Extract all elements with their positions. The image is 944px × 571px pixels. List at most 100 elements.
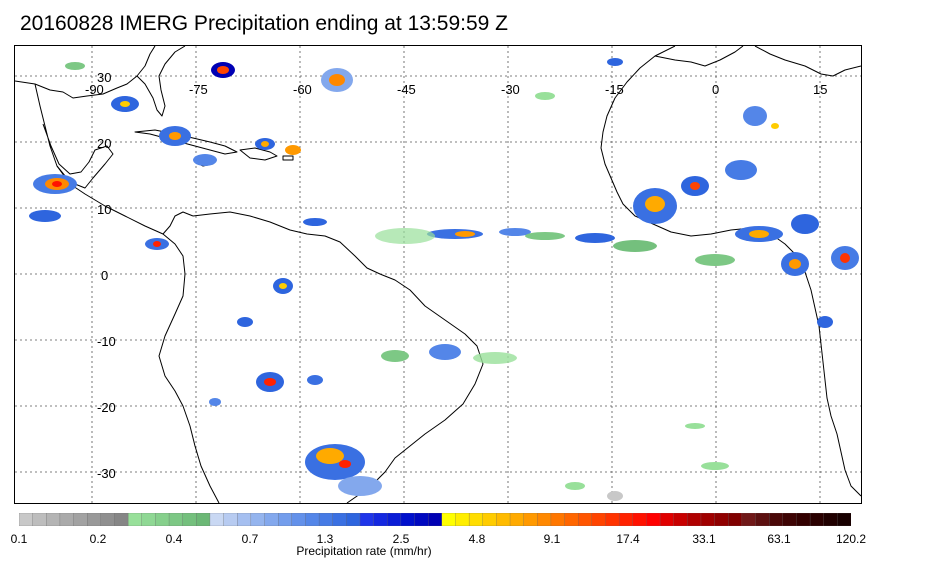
colorbar-segment — [550, 513, 566, 526]
colorbar-segment — [728, 513, 743, 526]
colorbar-title: Precipitation rate (mm/hr) — [296, 544, 432, 558]
colorbar-segment — [578, 513, 593, 526]
colorbar-segment — [769, 513, 784, 526]
colorbar-segment — [237, 513, 252, 526]
colorbar-segment — [46, 513, 61, 526]
colorbar-segment — [223, 513, 238, 526]
colorbar-segment — [632, 513, 647, 526]
graticule — [15, 46, 861, 503]
colorbar-segment — [837, 513, 851, 526]
coast-central-america — [56, 165, 194, 235]
colorbar-segment — [714, 513, 729, 526]
colorbar-tick-label: 4.8 — [468, 532, 486, 546]
colorbar-tick-label: 9.1 — [543, 532, 561, 546]
lon-label: -60 — [293, 82, 312, 97]
colorbar-segment — [359, 513, 375, 526]
colorbar-segment — [509, 513, 525, 526]
colorbar-segment — [141, 513, 156, 526]
colorbar-segment — [182, 513, 197, 526]
colorbar-segment — [414, 513, 429, 526]
colorbar-segment — [564, 513, 579, 526]
colorbar-segment — [523, 513, 538, 526]
colorbar-segment — [73, 513, 88, 526]
colorbar-segment — [250, 513, 265, 526]
colorbar-segment — [100, 513, 115, 526]
colorbar-segment — [87, 513, 102, 526]
lat-label: -20 — [97, 400, 116, 415]
colorbar-segment — [32, 513, 47, 526]
precipitation-field — [29, 58, 859, 501]
colorbar-segment — [823, 513, 838, 526]
colorbar-segment — [127, 513, 143, 526]
colorbar-tick-label: 33.1 — [692, 532, 716, 546]
precipitation-map: 30 20 10 0 -10 -20 -30 -90 -75 -60 -45 -… — [14, 45, 862, 504]
colorbar-tick-label: 0.4 — [165, 532, 183, 546]
lat-label: 0 — [101, 268, 109, 283]
colorbar-segment — [209, 513, 225, 526]
coastlines — [15, 46, 861, 503]
lat-label: -10 — [97, 334, 116, 349]
colorbar-tick-label: 17.4 — [616, 532, 640, 546]
coast-south-america — [158, 211, 484, 503]
colorbar-segment — [59, 513, 75, 526]
colorbar-segment — [605, 513, 620, 526]
map-canvas — [15, 46, 861, 503]
lon-label: 0 — [712, 82, 720, 97]
colorbar-tick-label: 1.3 — [316, 532, 334, 546]
colorbar-segment — [618, 513, 634, 526]
coast-europe — [754, 46, 861, 77]
lon-label: -75 — [189, 82, 208, 97]
colorbar-segment — [659, 513, 675, 526]
colorbar-segment — [305, 513, 320, 526]
colorbar-segment — [755, 513, 770, 526]
colorbar-segment — [700, 513, 716, 526]
colorbar-segment — [646, 513, 661, 526]
lat-label: -30 — [97, 466, 116, 481]
lon-label: -45 — [397, 82, 416, 97]
colorbar-segment — [400, 513, 415, 526]
colorbar-segment — [482, 513, 497, 526]
colorbar-segment — [196, 513, 211, 526]
colorbar-segment — [673, 513, 688, 526]
lon-label: -30 — [501, 82, 520, 97]
coast-mexico — [34, 83, 114, 189]
colorbar-segment — [114, 513, 129, 526]
colorbar-segment — [537, 513, 552, 526]
coast-florida — [136, 46, 186, 117]
colorbar-segment — [796, 513, 811, 526]
colorbar-tick-label: 63.1 — [767, 532, 791, 546]
colorbar-segment — [346, 513, 361, 526]
lat-label: 20 — [97, 136, 112, 151]
colorbar-segment — [428, 513, 443, 526]
colorbar-segment — [741, 513, 756, 526]
colorbar-segment — [332, 513, 347, 526]
colorbar-segment — [373, 513, 388, 526]
colorbar-segment — [782, 513, 797, 526]
lon-label: -90 — [85, 82, 104, 97]
colorbar-segment — [455, 513, 470, 526]
colorbar-segment — [591, 513, 606, 526]
colorbar — [19, 513, 851, 526]
colorbar-segment — [264, 513, 279, 526]
coast-puerto-rico — [282, 155, 294, 161]
map-title: 20160828 IMERG Precipitation ending at 1… — [20, 12, 508, 35]
lon-label: -15 — [605, 82, 624, 97]
colorbar-segment — [277, 513, 293, 526]
colorbar-tick-label: 0.7 — [241, 532, 259, 546]
colorbar-tick-label: 2.5 — [392, 532, 410, 546]
lat-label: 10 — [97, 202, 112, 217]
lat-label: 30 — [97, 70, 112, 85]
colorbar-segment — [468, 513, 484, 526]
colorbar-segment — [291, 513, 306, 526]
coast-hispaniola — [239, 147, 278, 161]
colorbar-segment — [687, 513, 702, 526]
colorbar-segment — [809, 513, 825, 526]
coast-iberia — [654, 46, 744, 67]
colorbar-tick-label: 0.2 — [89, 532, 107, 546]
colorbar-segment — [441, 513, 456, 526]
colorbar-segment — [387, 513, 402, 526]
colorbar-segment — [168, 513, 184, 526]
lon-label: 15 — [813, 82, 828, 97]
colorbar-tick-label: 120.2 — [835, 532, 867, 546]
colorbar-segment — [19, 513, 34, 526]
